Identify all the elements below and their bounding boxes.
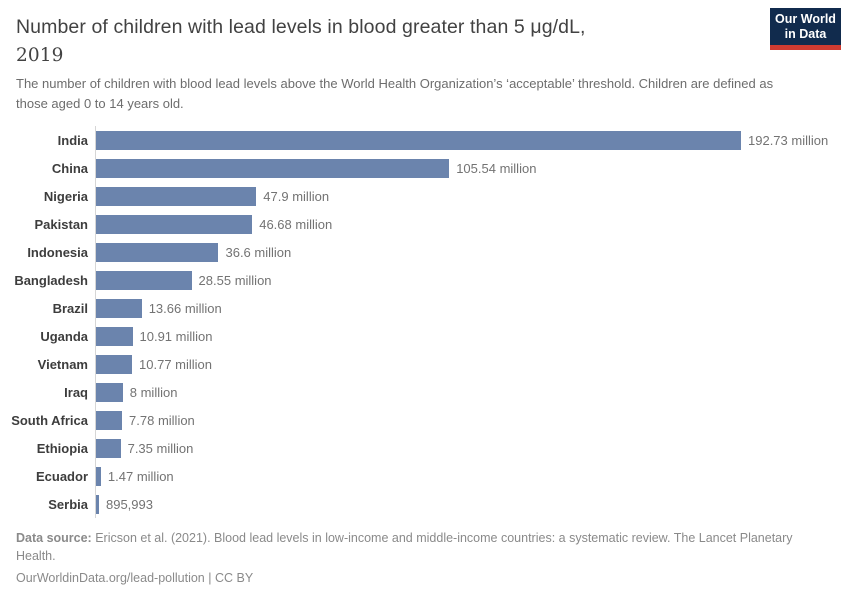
- bar-row: Nigeria 47.9 million: [0, 182, 850, 210]
- license-line: OurWorldinData.org/lead-pollution | CC B…: [16, 570, 811, 588]
- data-source-label: Data source:: [16, 531, 92, 545]
- bar-row: Iraq 8 million: [0, 378, 850, 406]
- bar-row: Serbia 895,993: [0, 490, 850, 518]
- footer-separator: |: [208, 571, 212, 585]
- bar[interactable]: [96, 354, 133, 374]
- bar[interactable]: [96, 326, 133, 346]
- bar-track: 36.6 million: [95, 238, 850, 266]
- bar-track: 8 million: [95, 378, 850, 406]
- value-label: 105.54 million: [456, 160, 537, 176]
- value-label: 895,993: [105, 496, 153, 512]
- bar-track: 895,993: [95, 490, 850, 518]
- country-label: Bangladesh: [14, 272, 88, 288]
- bar-track: 10.91 million: [95, 322, 850, 350]
- owid-logo[interactable]: Our World in Data: [770, 8, 841, 50]
- country-label: Vietnam: [37, 356, 88, 372]
- country-label: Iraq: [64, 384, 88, 400]
- bar-row: Pakistan 46.68 million: [0, 210, 850, 238]
- value-label: 7.78 million: [129, 412, 195, 428]
- country-label: Serbia: [48, 496, 88, 512]
- country-label: Ethiopia: [36, 440, 88, 456]
- bar-row: Brazil 13.66 million: [0, 294, 850, 322]
- bar[interactable]: [96, 466, 101, 486]
- bar-track: 13.66 million: [95, 294, 850, 322]
- bar[interactable]: [96, 298, 142, 318]
- bar[interactable]: [96, 494, 99, 514]
- bar[interactable]: [96, 214, 253, 234]
- value-label: 36.6 million: [225, 244, 292, 260]
- country-label: Indonesia: [27, 244, 88, 260]
- license-label: CC BY: [214, 571, 254, 585]
- value-label: 8 million: [129, 384, 178, 400]
- bar-track: 10.77 million: [95, 350, 850, 378]
- bar-row: China 105.54 million: [0, 154, 850, 182]
- bar-track: 192.73 million: [95, 126, 850, 154]
- chart-title: Number of children with lead levels in b…: [16, 13, 586, 70]
- bar-track: 105.54 million: [95, 154, 850, 182]
- bar[interactable]: [96, 410, 123, 430]
- country-label: South Africa: [11, 412, 88, 428]
- bar-row: Ecuador 1.47 million: [0, 462, 850, 490]
- value-label: 47.9 million: [263, 188, 330, 204]
- chart-footer: Data source: Ericson et al. (2021). Bloo…: [16, 530, 811, 588]
- value-label: 10.77 million: [139, 356, 213, 372]
- bar-row: Uganda 10.91 million: [0, 322, 850, 350]
- bar-row: India 192.73 million: [0, 126, 850, 154]
- value-label: 7.35 million: [127, 440, 194, 456]
- value-label: 10.91 million: [139, 328, 213, 344]
- data-source-text: Ericson et al. (2021). Blood lead levels…: [16, 531, 793, 563]
- bar[interactable]: [96, 242, 219, 262]
- data-source-line: Data source: Ericson et al. (2021). Bloo…: [16, 530, 811, 565]
- chart-title-text: Number of children with lead levels in b…: [16, 16, 586, 38]
- bar-row: Vietnam 10.77 million: [0, 350, 850, 378]
- bar[interactable]: [96, 158, 450, 178]
- country-label: Ecuador: [35, 468, 88, 484]
- country-label: Uganda: [40, 328, 88, 344]
- chart-subtitle: The number of children with blood lead l…: [16, 76, 774, 111]
- country-label: Nigeria: [43, 188, 88, 204]
- bar-track: 28.55 million: [95, 266, 850, 294]
- bar-track: 47.9 million: [95, 182, 850, 210]
- country-label: Brazil: [52, 300, 88, 316]
- value-label: 1.47 million: [107, 468, 174, 484]
- chart-title-year: 2019: [16, 45, 64, 66]
- owid-logo-line2: in Data: [784, 27, 827, 41]
- bar-track: 46.68 million: [95, 210, 850, 238]
- bar[interactable]: [96, 270, 192, 290]
- bar[interactable]: [96, 382, 123, 402]
- country-label: Pakistan: [34, 216, 88, 232]
- bar[interactable]: [96, 186, 257, 206]
- value-label: 28.55 million: [198, 272, 272, 288]
- value-label: 192.73 million: [748, 132, 829, 148]
- bar[interactable]: [96, 130, 741, 150]
- value-label: 13.66 million: [148, 300, 222, 316]
- country-label: India: [57, 132, 88, 148]
- owid-url-link[interactable]: OurWorldinData.org/lead-pollution: [16, 571, 205, 585]
- bar[interactable]: [96, 438, 121, 458]
- bar-track: 1.47 million: [95, 462, 850, 490]
- bar-track: 7.78 million: [95, 406, 850, 434]
- bar-row: Indonesia 36.6 million: [0, 238, 850, 266]
- bar-chart: India 192.73 million China 105.54 million Ni…: [0, 126, 850, 518]
- country-label: China: [51, 160, 88, 176]
- owid-logo-line1: Our World: [775, 12, 836, 26]
- value-label: 46.68 million: [259, 216, 333, 232]
- bar-row: Ethiopia 7.35 million: [0, 434, 850, 462]
- bar-track: 7.35 million: [95, 434, 850, 462]
- bar-row: South Africa 7.78 million: [0, 406, 850, 434]
- bar-row: Bangladesh 28.55 million: [0, 266, 850, 294]
